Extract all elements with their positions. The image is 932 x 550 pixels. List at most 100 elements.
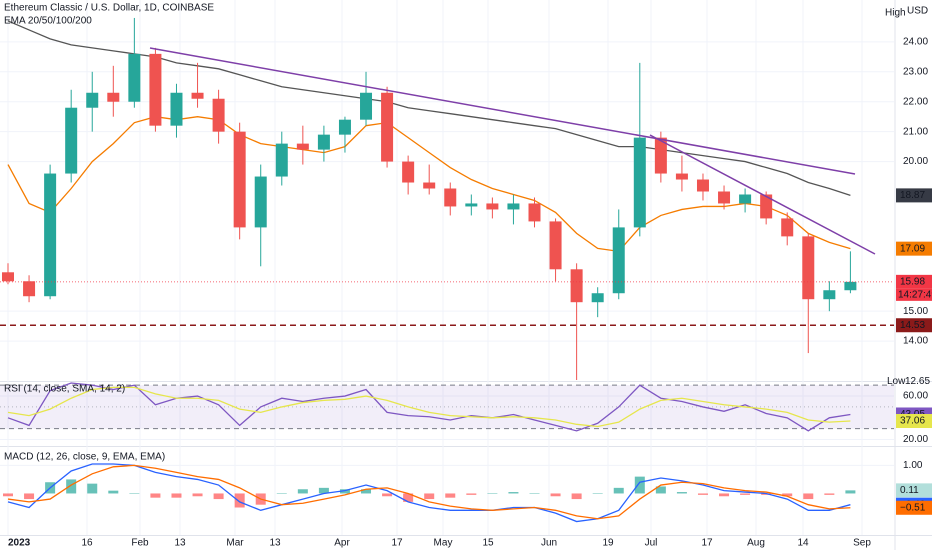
histogram-bar	[466, 493, 477, 495]
histogram-bar	[318, 487, 329, 494]
x-tick-label: May	[434, 538, 453, 549]
histogram-bar	[487, 493, 498, 494]
histogram-bar	[339, 489, 350, 494]
candle-body	[844, 281, 857, 291]
histogram-bar	[150, 493, 161, 498]
candle-body	[233, 131, 246, 228]
candle-body	[360, 92, 373, 120]
candle-body	[296, 143, 309, 150]
x-tick-label: Aug	[747, 538, 765, 549]
histogram-bar	[508, 492, 519, 494]
y-tick-label: 14.00	[903, 336, 928, 347]
x-tick-label: Sep	[853, 538, 871, 549]
histogram-bar	[719, 493, 730, 497]
candle-body	[317, 134, 330, 150]
y-tick-label: 20.00	[903, 156, 928, 167]
histogram-bar	[129, 493, 140, 494]
x-tick-label: 2023	[8, 538, 31, 549]
x-tick-label: 15	[482, 538, 494, 549]
price-label: 14.53	[900, 320, 925, 331]
histogram-bar	[529, 493, 540, 494]
candle-body	[444, 188, 457, 207]
histogram-bar	[3, 493, 13, 497]
candle-body	[823, 290, 836, 300]
histogram-bar	[676, 492, 687, 494]
candle-body	[718, 191, 731, 204]
histogram-bar	[782, 493, 793, 497]
candle-body	[802, 236, 815, 300]
x-tick-label: Mar	[226, 538, 244, 549]
price-label-bg	[896, 241, 932, 256]
price-label: 18.87	[900, 190, 925, 201]
trend-line	[149, 47, 856, 175]
x-tick-label: Apr	[334, 538, 350, 549]
rsi-band	[0, 385, 894, 429]
price-label-bg	[896, 483, 932, 498]
y-tick-label: 15.00	[903, 306, 928, 317]
price-label: 15.98	[900, 276, 925, 287]
indicator-line	[7, 464, 851, 520]
candle-body	[170, 92, 183, 126]
histogram-bar	[276, 493, 287, 494]
candle-body	[696, 179, 709, 192]
y-tick-label: 24.00	[903, 37, 928, 48]
x-tick-label: Jun	[541, 538, 557, 549]
histogram-bar	[171, 493, 182, 498]
candle-body	[781, 218, 794, 237]
low-text: Low	[887, 376, 906, 387]
histogram-bar	[571, 493, 582, 500]
countdown-bg	[896, 288, 932, 301]
histogram-bar	[845, 490, 856, 494]
x-tick-label: 13	[269, 538, 281, 549]
y-tick-label: 1.00	[903, 460, 923, 471]
price-label-bg	[896, 414, 932, 429]
x-tick-label: 17	[701, 538, 713, 549]
histogram-bar	[403, 493, 414, 502]
candle-body	[486, 203, 499, 210]
x-tick-label: 14	[797, 538, 809, 549]
price-label-bg	[896, 188, 932, 203]
candle-body	[128, 53, 141, 102]
candle-body	[381, 92, 394, 162]
currency: USD	[907, 6, 928, 17]
candle-body	[212, 98, 225, 132]
candle-body	[549, 221, 562, 270]
indicator-line	[7, 382, 851, 432]
histogram-bar	[66, 479, 77, 494]
histogram-bar	[824, 493, 835, 495]
candle-body	[465, 203, 478, 207]
y-tick-label: 20.00	[903, 434, 928, 445]
price-label: 37.06	[900, 416, 925, 427]
candle-body	[423, 182, 436, 189]
histogram-bar	[803, 493, 814, 500]
histogram-bar	[361, 489, 372, 494]
price-label-bg	[896, 274, 932, 289]
histogram-bar	[234, 493, 245, 508]
price-label: −0.51	[900, 502, 926, 513]
x-tick-label: 16	[81, 538, 93, 549]
candle-body	[23, 281, 36, 297]
y-tick-label: 22.00	[903, 96, 928, 107]
histogram-bar	[445, 493, 456, 498]
y-tick-label: 23.00	[903, 66, 928, 77]
x-tick-label: 13	[174, 538, 186, 549]
low-label: 12.65	[905, 376, 930, 387]
candle-body	[65, 107, 78, 174]
candle-body	[86, 92, 99, 108]
candle-body	[275, 143, 288, 177]
histogram-bar	[382, 493, 393, 497]
indicator-line	[7, 386, 851, 428]
x-tick-label: 17	[391, 538, 403, 549]
trend-line	[649, 134, 876, 255]
price-label: 0.11	[900, 485, 919, 496]
candle-body	[2, 272, 14, 282]
candle-body	[612, 227, 625, 294]
indicator-line	[7, 20, 851, 197]
histogram-bar	[592, 493, 603, 494]
indicator-legend: EMA 20/50/100/200	[4, 16, 92, 27]
candle-body	[739, 194, 752, 204]
histogram-bar	[550, 493, 561, 497]
histogram-bar	[655, 486, 666, 494]
indicator-line	[7, 116, 851, 253]
